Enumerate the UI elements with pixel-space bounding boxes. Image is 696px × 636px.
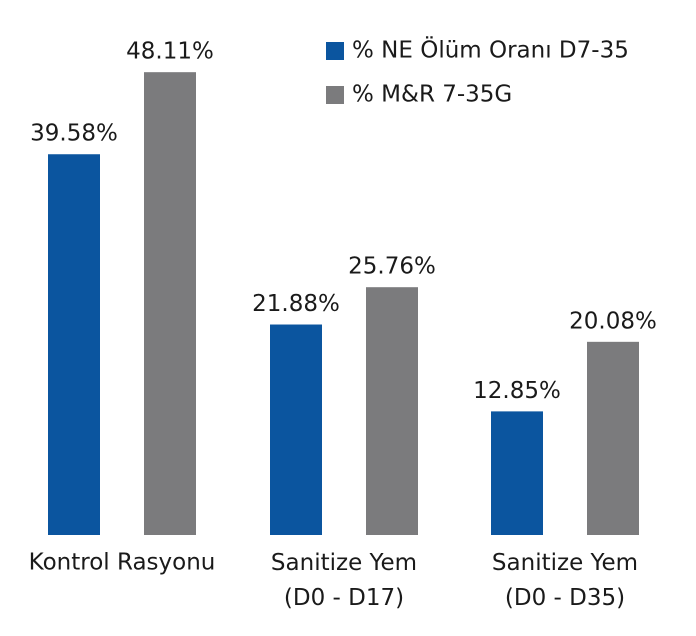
bar	[144, 72, 196, 536]
x-tick-label: Sanitize Yem (D0 - D35)	[492, 550, 638, 611]
bar	[48, 154, 100, 535]
x-tick-label: Kontrol Rasyonu	[29, 550, 216, 576]
value-label: 21.88%	[252, 291, 340, 317]
bar	[270, 324, 322, 535]
bar	[587, 341, 639, 535]
value-label: 20.08%	[569, 308, 657, 334]
x-tick-label: Sanitize Yem (D0 - D17)	[271, 550, 417, 611]
value-label: 48.11%	[126, 39, 214, 65]
value-label: 39.58%	[30, 121, 118, 147]
legend-label: % M&R 7-35G	[352, 82, 512, 108]
legend-swatch	[326, 42, 344, 60]
legend-swatch	[326, 86, 344, 104]
value-label: 12.85%	[473, 378, 561, 404]
bar	[491, 411, 543, 535]
bar	[366, 287, 418, 535]
legend-label: % NE Ölüm Oranı D7-35	[352, 36, 629, 64]
value-label: 25.76%	[348, 254, 436, 280]
